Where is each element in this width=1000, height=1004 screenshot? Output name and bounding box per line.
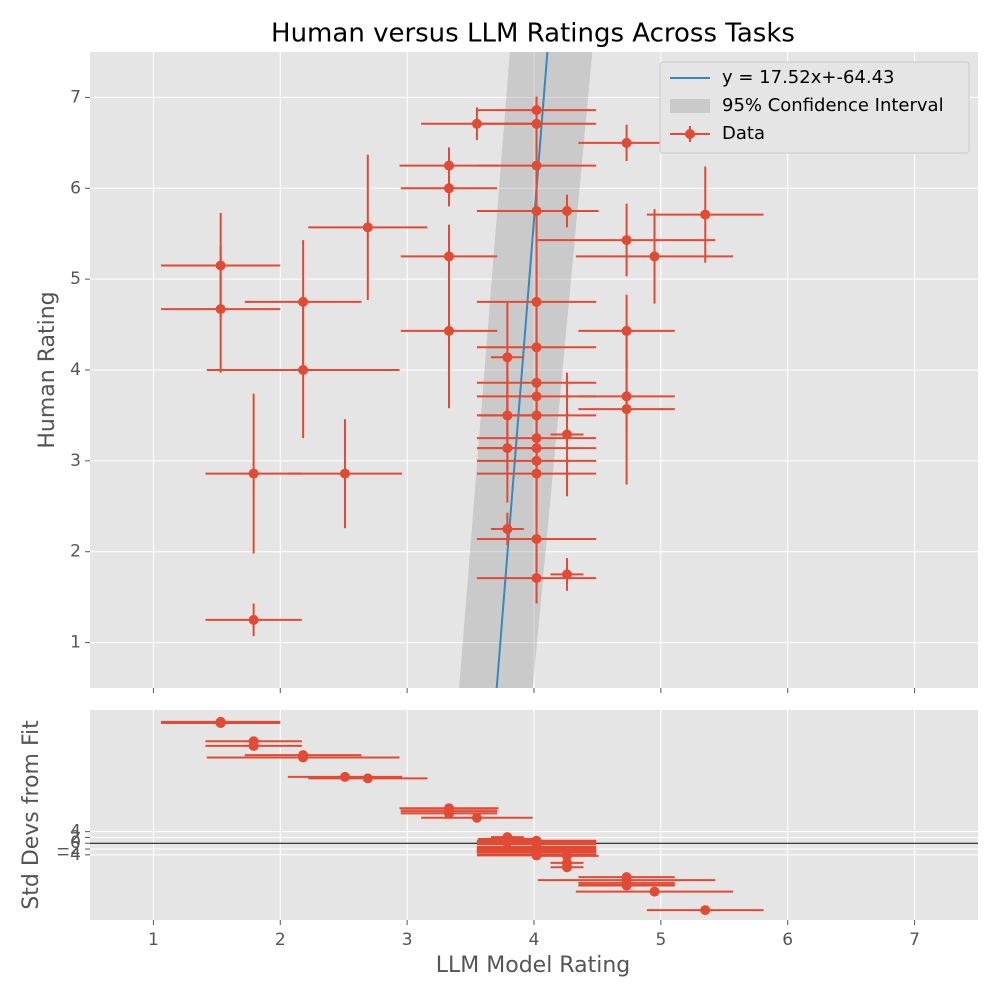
y-tick-label: 4: [70, 360, 81, 380]
point: [248, 468, 259, 479]
point: [621, 325, 632, 336]
y-tick-label: −2: [56, 839, 81, 859]
legend-swatch: [685, 129, 695, 139]
y-tick-label: 4: [70, 822, 81, 842]
y-axis-label: Human Rating: [35, 291, 60, 448]
point: [215, 718, 226, 729]
point: [248, 614, 259, 625]
point: [531, 573, 542, 584]
x-tick-label: 7: [909, 930, 920, 950]
point: [561, 862, 572, 873]
y-tick-label: 3: [70, 451, 81, 471]
x-tick-label: 3: [402, 930, 413, 950]
y-tick-label: 1: [70, 633, 81, 653]
y-tick-label: 2: [70, 827, 81, 847]
x-tick-label: 2: [275, 930, 286, 950]
point: [531, 533, 542, 544]
y-axis-label: Std Devs from Fit: [19, 720, 44, 910]
point: [621, 880, 632, 891]
point: [444, 183, 455, 194]
point: [215, 304, 226, 315]
point: [561, 429, 572, 440]
point: [649, 886, 660, 897]
point: [700, 209, 711, 220]
point: [531, 468, 542, 479]
y-tick-label: 2: [70, 542, 81, 562]
y-tick-label: −4: [56, 845, 81, 865]
x-tick-label: 4: [529, 930, 540, 950]
y-tick-label: 0: [70, 833, 81, 853]
legend-label: 95% Confidence Interval: [722, 95, 944, 116]
point: [362, 773, 373, 784]
point: [298, 752, 309, 763]
x-tick-label: 1: [148, 930, 159, 950]
point: [700, 905, 711, 916]
legend-box: [659, 61, 970, 154]
point: [531, 118, 542, 129]
x-tick-label: 5: [655, 930, 666, 950]
fit-line: [495, 52, 549, 688]
point: [298, 365, 309, 375]
point: [248, 740, 259, 751]
point: [339, 771, 350, 782]
x-tick-label: 6: [782, 930, 793, 950]
point: [561, 569, 572, 580]
point: [561, 850, 572, 861]
point: [444, 325, 455, 336]
point: [621, 235, 632, 246]
point: [621, 404, 632, 415]
legend-label: Data: [722, 123, 765, 144]
legend-swatch: [670, 99, 710, 113]
point: [471, 812, 482, 823]
point: [649, 251, 660, 262]
point: [621, 137, 632, 148]
point: [561, 206, 572, 216]
chart-title: Human versus LLM Ratings Across Tasks: [271, 19, 795, 49]
point: [444, 808, 455, 819]
point: [339, 468, 350, 479]
y-tick-label: 6: [70, 178, 81, 198]
point: [362, 222, 373, 233]
point: [502, 524, 513, 534]
y-tick-label: 7: [70, 87, 81, 107]
x-axis-label: LLM Model Rating: [436, 953, 630, 978]
y-tick-label: 5: [70, 269, 81, 289]
point: [502, 352, 513, 363]
point: [444, 160, 455, 171]
legend-label: y = 17.52x+-64.43: [722, 67, 894, 88]
